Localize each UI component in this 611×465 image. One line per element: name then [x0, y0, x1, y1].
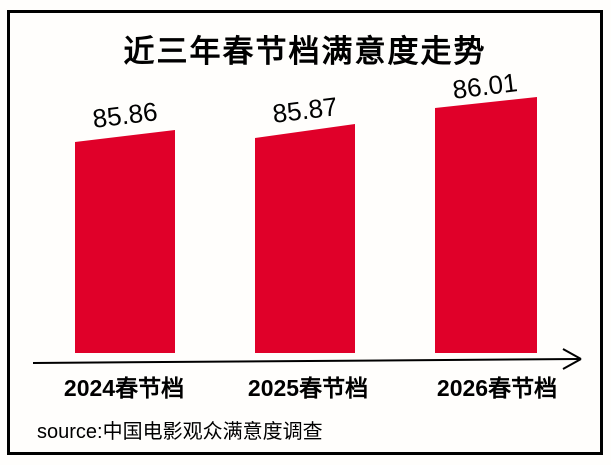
category-label-2025: 2025春节档 — [247, 375, 369, 401]
bar-2026-spring-festival — [435, 97, 537, 353]
source-caption: source:中国电影观众满意度调查 — [37, 421, 323, 443]
bar-2025-spring-festival — [255, 124, 355, 353]
chart-title: 近三年春节档满意度走势 — [123, 34, 487, 69]
chart-border-frame — [7, 10, 603, 455]
category-label-2026: 2026春节档 — [436, 375, 558, 401]
bar-2024-spring-festival — [75, 130, 175, 353]
category-label-2024: 2024春节档 — [63, 375, 185, 401]
